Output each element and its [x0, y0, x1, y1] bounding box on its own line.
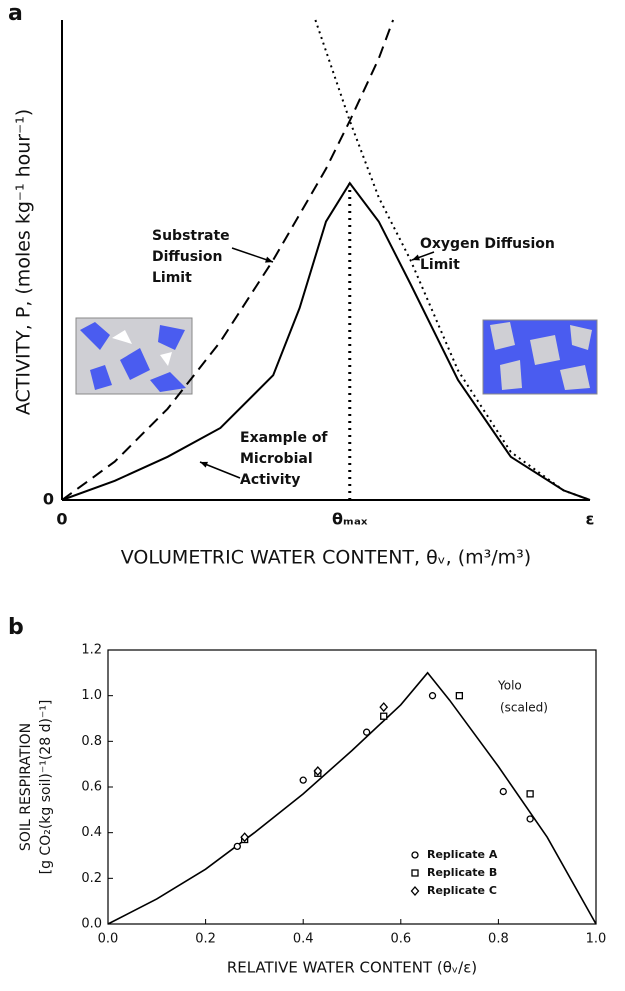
annotation: Activity	[240, 472, 300, 488]
marker-circle	[362, 728, 371, 736]
x-tick-label: 0.4	[293, 932, 314, 947]
y-axis-label: [g CO₂(kg soil)⁻¹(28 d)⁻¹]	[38, 700, 54, 875]
x-axis-label: RELATIVE WATER CONTENT (θᵥ/ε)	[227, 959, 477, 977]
panel-label: a	[8, 1, 23, 26]
marker-circle	[526, 815, 534, 823]
marker-circle	[299, 776, 307, 784]
x-tick-label: ε	[586, 510, 595, 529]
y-tick-label: 0.0	[81, 917, 102, 932]
annotation: Substrate	[152, 228, 230, 244]
curve	[61, 19, 395, 501]
plot-frame	[107, 649, 597, 925]
curve	[61, 181, 591, 501]
marker-diamond	[410, 886, 420, 896]
marker-circle	[411, 851, 419, 859]
marker-circle	[499, 787, 507, 796]
arrow-head	[200, 461, 208, 468]
soil-image-dry	[75, 317, 193, 395]
marker-square	[455, 692, 464, 700]
x-axis-label: VOLUMETRIC WATER CONTENT, θᵥ, (m³/m³)	[121, 547, 531, 569]
panel-label: b	[8, 615, 24, 640]
curve	[314, 19, 591, 501]
y-tick-label: 1.0	[81, 688, 102, 703]
marker-circle	[428, 692, 437, 700]
marker-diamond	[240, 832, 250, 843]
arrow-head	[265, 256, 273, 263]
y-tick-label: 0.8	[81, 734, 102, 749]
y-tick-label: 0.2	[81, 871, 102, 886]
annotation: Example of	[240, 430, 328, 446]
marker-square	[526, 790, 534, 798]
annotation: Limit	[152, 270, 192, 286]
x-tick-label: 1.0	[586, 932, 607, 947]
annotation: Microbial	[240, 451, 313, 467]
x-tick-label: θₘₐₓ	[332, 510, 368, 529]
soil-image-wet	[482, 319, 598, 395]
annotation: Yolo	[497, 679, 522, 693]
marker-diamond	[379, 702, 389, 713]
annotation: Diffusion	[152, 249, 222, 265]
marker-square	[411, 869, 419, 877]
marker-circle	[233, 842, 241, 851]
x-tick-label: 0.0	[98, 932, 119, 947]
legend-label: Replicate B	[427, 866, 497, 879]
fit-curve	[107, 671, 597, 925]
legend-label: Replicate A	[427, 848, 498, 861]
x-tick-label: 0.2	[195, 932, 216, 947]
marker-square	[380, 712, 388, 720]
y-axis-label: SOIL RESPIRATION	[18, 723, 34, 851]
x-tick-label: 0	[56, 510, 67, 529]
y-axis-label: ACTIVITY, P, (moles kg⁻¹ hour⁻¹)	[13, 109, 35, 415]
annotation: (scaled)	[500, 701, 548, 715]
y-tick-label: 0.4	[81, 825, 102, 840]
x-tick-label: 0.6	[390, 932, 411, 947]
annotation: Limit	[420, 257, 460, 273]
arrow-head	[412, 254, 420, 261]
annotation: Oxygen Diffusion	[420, 236, 555, 252]
y-tick-label: 1.2	[81, 643, 102, 658]
marker-diamond	[313, 766, 323, 777]
y-tick-label: 0	[43, 490, 54, 509]
y-tick-label: 0.6	[81, 780, 102, 795]
x-tick-label: 0.8	[488, 932, 509, 947]
legend-label: Replicate C	[427, 884, 497, 897]
